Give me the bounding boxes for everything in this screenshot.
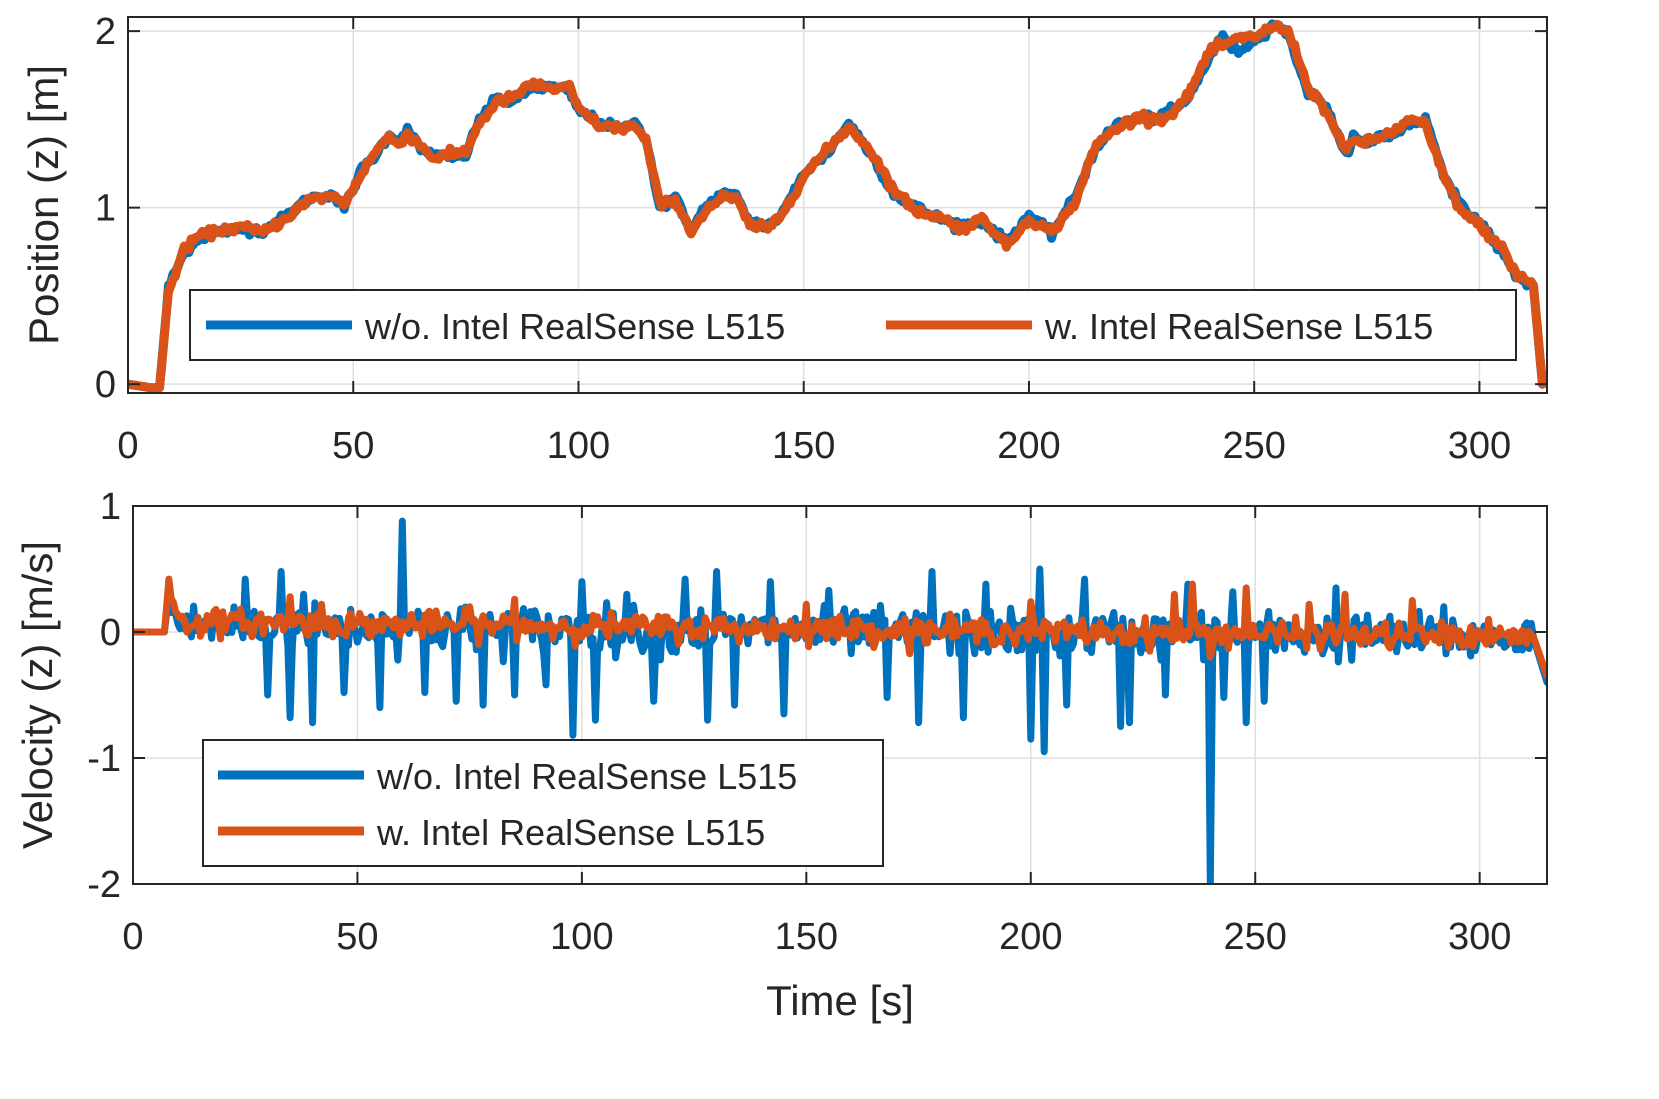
x-tick-label: 150 — [772, 425, 835, 467]
x-tick-label: 0 — [122, 916, 143, 958]
legend-label-with-l515: w. Intel RealSense L515 — [376, 812, 765, 853]
x-tick-label: 0 — [117, 425, 138, 467]
y-tick-label: 0 — [95, 364, 116, 406]
x-tick-label: 50 — [336, 916, 378, 958]
position-series — [128, 19, 1547, 393]
series-line-with-l515 — [133, 575, 1547, 680]
series-line-with-l515 — [128, 20, 1547, 393]
x-tick-label: 250 — [1224, 916, 1287, 958]
x-tick-label: 100 — [547, 425, 610, 467]
y-tick-label: 1 — [95, 188, 116, 230]
legend-box — [202, 739, 884, 867]
legend-label-without-l515: w/o. Intel RealSense L515 — [376, 756, 797, 797]
x-tick-label: 150 — [775, 916, 838, 958]
velocity-axes-frame — [132, 505, 1548, 885]
x-tick-label: 300 — [1448, 916, 1511, 958]
velocity-panel: 0 50 100 150 200 250 300 -2 -1 0 1 Velocity (z) [m… — [14, 486, 1548, 1024]
x-tick-label: 200 — [999, 916, 1062, 958]
x-tick-label: 50 — [332, 425, 374, 467]
x-tick-label: 250 — [1222, 425, 1285, 467]
y-tick-label: 1 — [100, 486, 121, 528]
y-tick-label: 2 — [95, 11, 116, 53]
y-tick-label: -2 — [87, 864, 121, 906]
position-panel: 0 50 100 150 200 250 300 0 1 2 Position (z) [m] w… — [20, 11, 1548, 467]
position-y-axis-label: Position (z) [m] — [20, 65, 67, 345]
time-x-axis-label: Time [s] — [766, 977, 914, 1024]
x-tick-label: 300 — [1448, 425, 1511, 467]
legend-label-without-l515: w/o. Intel RealSense L515 — [364, 306, 785, 347]
y-tick-label: -1 — [87, 738, 121, 780]
x-tick-label: 100 — [550, 916, 613, 958]
velocity-legend: w/o. Intel RealSense L515 w. Intel RealSe… — [202, 739, 884, 867]
velocity-series — [133, 517, 1547, 884]
legend-box — [189, 289, 1517, 361]
position-legend: w/o. Intel RealSense L515 w. Intel RealSe… — [189, 289, 1517, 361]
y-tick-label: 0 — [100, 612, 121, 654]
velocity-y-axis-label: Velocity (z) [m/s] — [14, 541, 61, 849]
position-grid — [128, 17, 1547, 393]
legend-label-with-l515: w. Intel RealSense L515 — [1044, 306, 1433, 347]
position-axes-frame — [127, 16, 1548, 394]
x-tick-label: 200 — [997, 425, 1060, 467]
velocity-ticks: 0 50 100 150 200 250 300 -2 -1 0 1 — [87, 486, 1547, 958]
position-ticks: 0 50 100 150 200 250 300 0 1 2 — [95, 11, 1547, 467]
